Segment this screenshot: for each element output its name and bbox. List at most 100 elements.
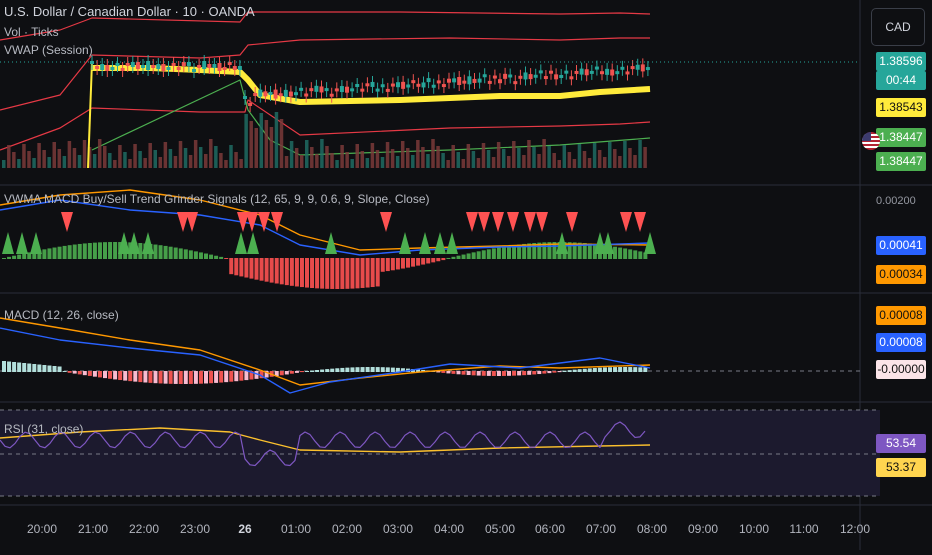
- candle-body: [314, 85, 319, 92]
- macd-legend[interactable]: MACD (12, 26, close): [4, 308, 119, 322]
- volume-bar: [289, 141, 294, 168]
- vwma-hist-bar: [638, 251, 643, 259]
- macd-hist-bar: [7, 361, 12, 372]
- volume-bar: [461, 159, 466, 168]
- macd-hist-bar: [355, 367, 360, 372]
- vwma-hist-bar: [92, 242, 97, 259]
- volume-bar: [608, 142, 612, 168]
- volume-bar: [345, 152, 349, 168]
- upper-band-outer: [0, 37, 650, 111]
- candle-body: [477, 78, 482, 83]
- vwma-hist-bar: [204, 253, 208, 259]
- symbol-title[interactable]: U.S. Dollar / Canadian Dollar · 10 · OAN…: [4, 4, 255, 19]
- volume-bar: [244, 114, 248, 168]
- volume-bar: [542, 139, 546, 168]
- vwma-hist-bar: [572, 242, 577, 259]
- candle-body: [640, 64, 645, 72]
- macd-hist-bar: [365, 367, 370, 372]
- time-tick: 22:00: [128, 522, 160, 536]
- macd-hist-bar: [542, 371, 547, 374]
- macd-hist-bar: [17, 362, 22, 372]
- macd-hist-bar: [446, 371, 451, 374]
- macd-hist-bar: [173, 371, 178, 384]
- macd-signal-badge: 0.00008: [876, 306, 926, 325]
- vwma-signal-line: [0, 189, 651, 251]
- volume-bar: [380, 157, 385, 168]
- volume-bar: [183, 148, 188, 168]
- sell-signal-icon: [478, 212, 490, 232]
- candle-body: [574, 70, 579, 74]
- candle-body: [355, 84, 360, 87]
- candle-body: [141, 65, 145, 68]
- vwma-macd-legend[interactable]: VWMA MACD Buy/Sell Trend Grinder Signals…: [4, 192, 430, 206]
- macd-hist-bar: [572, 369, 577, 372]
- vwma-hist-bar: [552, 242, 557, 259]
- candle-body: [350, 88, 355, 92]
- vwma-hist-bar: [188, 250, 193, 259]
- volume-bar: [153, 150, 157, 168]
- macd-hist-bar: [62, 371, 67, 372]
- macd-hist-bar: [441, 371, 446, 373]
- vwma-hist-bar: [305, 258, 309, 288]
- time-tick: 04:00: [433, 522, 465, 536]
- volume-bar: [193, 140, 198, 168]
- vwma-hist-bar: [239, 258, 244, 277]
- candle-body: [600, 71, 604, 75]
- macd-hist-bar: [92, 371, 97, 377]
- vwma-hist-bar: [567, 242, 572, 259]
- vwma-hist-bar: [229, 258, 234, 275]
- macd-hist-bar: [643, 367, 648, 372]
- macd-hist-bar: [340, 367, 345, 372]
- volume-bar: [178, 141, 183, 168]
- buy-signal-icon: [446, 232, 458, 254]
- vwma-hist-bar: [370, 258, 375, 288]
- volume-bar: [133, 144, 137, 168]
- volume-bar: [451, 145, 455, 168]
- currency-selector-button[interactable]: CAD: [871, 8, 925, 46]
- macd-hist-bar: [103, 371, 107, 379]
- macd-hist-bar: [537, 371, 542, 375]
- macd-hist-bar: [279, 371, 284, 376]
- volume-legend[interactable]: Vol · Ticks: [4, 25, 59, 39]
- buy-signal-icon: [644, 232, 656, 254]
- vwma-hist-bar: [168, 246, 173, 259]
- time-tick: 09:00: [687, 522, 719, 536]
- volume-bar: [2, 160, 6, 168]
- macd-hist-bar: [325, 369, 330, 372]
- candle-body: [237, 66, 242, 70]
- vwma-hist-bar: [67, 245, 72, 259]
- macd-hist-bar: [2, 361, 6, 372]
- candle-body: [401, 81, 406, 89]
- volume-bar: [305, 140, 309, 168]
- volume-bar: [532, 147, 536, 168]
- macd-signal-line: [0, 317, 651, 386]
- vwap-legend[interactable]: VWAP (Session): [4, 43, 93, 57]
- buy-signal-icon: [118, 232, 130, 254]
- candle-body: [635, 64, 640, 70]
- time-tick: 20:00: [26, 522, 58, 536]
- vwma-hist-bar: [522, 243, 527, 259]
- volume-bar: [602, 157, 607, 168]
- rsi-legend[interactable]: RSI (31, close): [4, 422, 84, 436]
- macd-hist-bar: [320, 369, 325, 372]
- candle-body: [110, 67, 115, 70]
- macd-hist-bar: [451, 371, 456, 374]
- macd-hist-bar: [310, 370, 315, 372]
- volume-bar: [310, 147, 314, 168]
- candle-body: [181, 62, 186, 66]
- volume-bar: [491, 157, 496, 168]
- time-tick: 03:00: [382, 522, 414, 536]
- macd-hist-bar: [289, 371, 294, 374]
- sell-signal-icon: [186, 212, 198, 232]
- volume-bar: [27, 151, 31, 168]
- macd-hist-bar: [416, 369, 421, 372]
- vwma-hist-bar: [355, 258, 360, 289]
- volume-bar: [350, 159, 354, 168]
- macd-line-badge: 0.00008: [876, 333, 926, 352]
- volume-bar: [67, 141, 72, 168]
- candle-body: [411, 80, 416, 84]
- volume-bar: [325, 146, 329, 168]
- volume-bar: [613, 149, 617, 168]
